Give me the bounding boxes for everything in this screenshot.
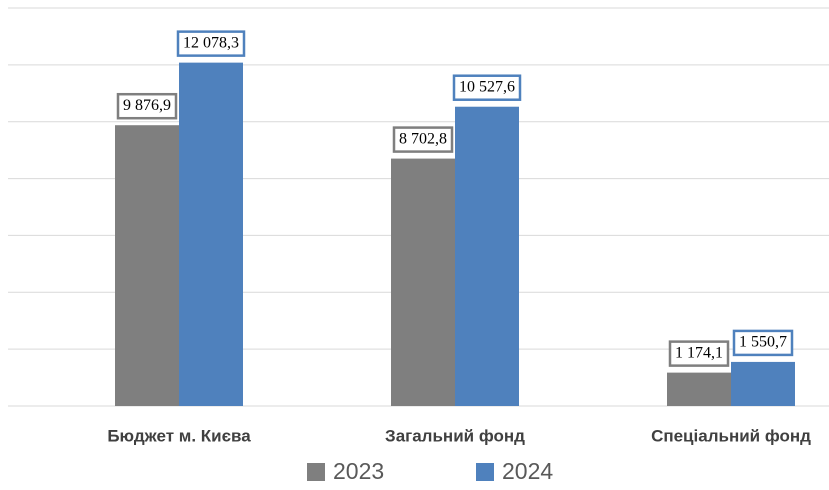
legend-label: 2023 (333, 458, 384, 484)
data-label: 8 702,8 (399, 130, 447, 147)
x-tick-label: Загальний фонд (385, 426, 525, 445)
bar (455, 106, 519, 407)
legend-swatch (476, 463, 494, 481)
data-label-box (392, 126, 454, 153)
legend-swatch (307, 463, 325, 481)
x-tick-label: Спеціальний фонд (651, 426, 811, 445)
bar (115, 125, 179, 407)
bar (667, 372, 731, 406)
data-label: 9 876,9 (123, 97, 171, 114)
data-label-box (732, 329, 794, 357)
data-label: 10 527,6 (459, 78, 515, 95)
bar (179, 62, 243, 406)
data-label-box (116, 92, 178, 120)
data-label: 1 550,7 (739, 334, 787, 351)
legend-label: 2024 (502, 458, 553, 484)
data-label: 1 174,1 (675, 344, 723, 361)
data-label: 12 078,3 (183, 34, 239, 51)
bar (391, 158, 455, 406)
bar (731, 361, 795, 406)
data-label-box (668, 340, 730, 367)
x-tick-label: Бюджет м. Києва (107, 426, 251, 445)
data-label-box (176, 30, 246, 57)
data-label-box (452, 74, 522, 101)
